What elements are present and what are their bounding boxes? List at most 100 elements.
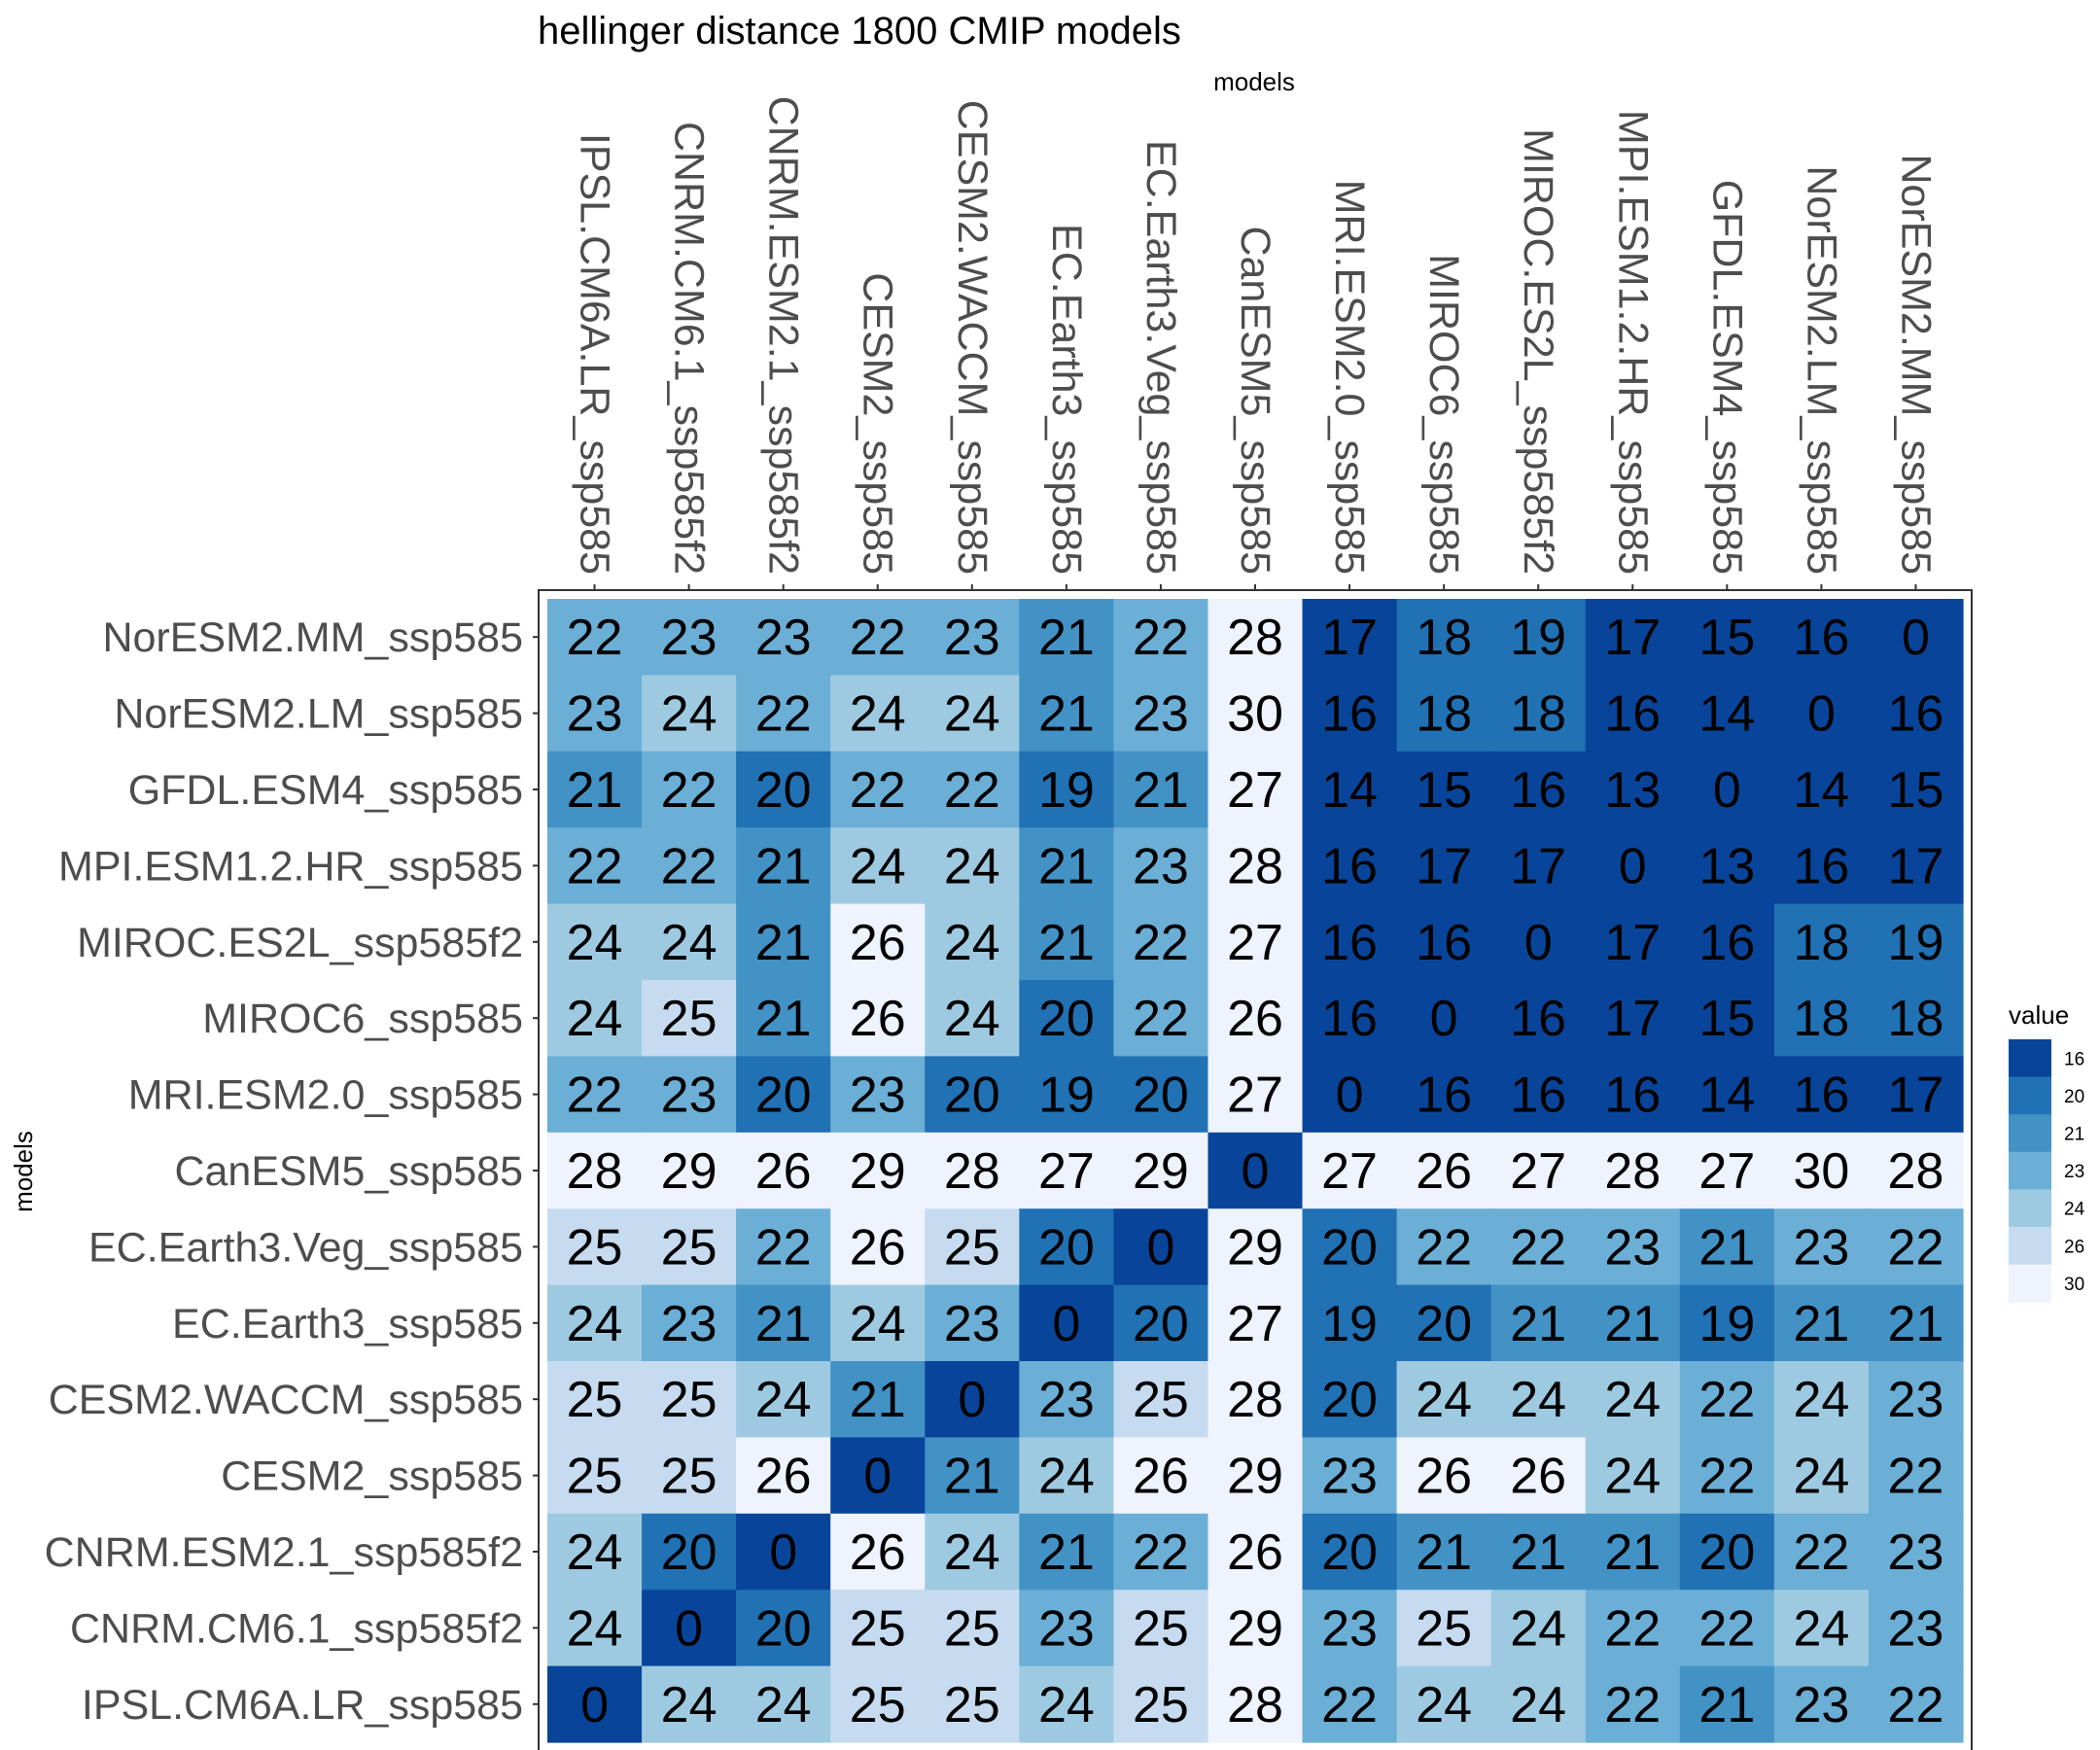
heatmap-cell-value: 24 [1038,1449,1095,1505]
chart-title: hellinger distance 1800 CMIP models [538,10,1181,52]
heatmap-cell [1019,751,1114,828]
heatmap-cell-value: 24 [1793,1372,1849,1428]
heatmap-cell [1208,1132,1304,1209]
heatmap-cell [642,1513,737,1591]
heatmap-cell-value: 23 [1321,1449,1378,1505]
heatmap-cell-value: 22 [1133,991,1189,1047]
heatmap-cell-value: 16 [1321,915,1378,971]
heatmap-cell [736,827,831,905]
heatmap-cell-value: 24 [661,915,718,971]
heatmap-cell [1585,675,1681,752]
heatmap-cell-value: 27 [1698,1143,1755,1200]
heatmap-cell [1868,751,1964,828]
color-legend: value 16 20 21 23 24 26 30 [2009,1000,2085,1303]
heatmap-cell-value: 24 [1510,1677,1566,1733]
heatmap-cell [1396,1208,1492,1286]
heatmap-cell-value: 21 [1698,1677,1755,1733]
heatmap-cell-value: 21 [1038,1524,1095,1581]
heatmap-cell-value: 26 [1510,1449,1566,1505]
y-tick-label: NorESM2.LM_ssp585 [114,691,523,738]
heatmap-cell-value: 16 [1793,838,1849,894]
heatmap-cell-value: 23 [661,610,718,666]
heatmap-cell [1868,675,1964,752]
heatmap-cell [547,980,643,1057]
heatmap-cell-value: 25 [661,1449,718,1505]
heatmap-cell [736,1132,831,1209]
heatmap-cell-value: 18 [1510,686,1566,743]
heatmap-cell-value: 21 [850,1372,906,1428]
heatmap-cell-value: 23 [1038,1372,1095,1428]
heatmap-cell-value: 13 [1604,762,1661,819]
heatmap-cell [736,1665,831,1743]
heatmap-cell [642,599,737,676]
heatmap-cell [1302,827,1398,905]
heatmap-cell [1773,1513,1870,1591]
y-tick-label: CNRM.ESM2.1_ssp585f2 [45,1529,523,1576]
heatmap-cell [1113,903,1209,981]
heatmap-cell [736,1208,831,1286]
heatmap-cell [1208,1437,1304,1515]
heatmap-cell [547,1590,643,1667]
heatmap-cell [1208,1284,1304,1362]
heatmap-cell [1679,1361,1775,1438]
heatmap-cell-value: 20 [1321,1524,1378,1581]
heatmap-cell [547,1513,643,1591]
heatmap-cell [1396,675,1492,752]
heatmap-cell [642,903,737,981]
heatmap-cell [642,751,737,828]
heatmap-cell [1679,827,1775,905]
heatmap-cell [1302,751,1398,828]
y-tick-label: GFDL.ESM4_ssp585 [128,767,523,814]
heatmap-cell [1585,827,1681,905]
heatmap-cell [925,1590,1020,1667]
heatmap-cell [1585,1361,1681,1438]
heatmap-cell [1679,1132,1775,1209]
x-tick-label: CNRM.ESM2.1_ssp585f2 [760,96,807,575]
heatmap-cell-value: 23 [755,610,812,666]
heatmap-cell [1302,903,1398,981]
heatmap-cell [1490,827,1587,905]
heatmap-cell [1773,599,1870,676]
heatmap-cell [830,1513,926,1591]
heatmap-cell-value: 18 [1888,991,1944,1047]
heatmap-cell-value: 24 [1510,1600,1566,1657]
heatmap-cell [642,1132,737,1209]
heatmap-cell [1679,675,1775,752]
heatmap-cell-value: 28 [944,1143,1000,1200]
heatmap-cell [1585,751,1681,828]
heatmap-cell-value: 22 [1133,1524,1189,1581]
heatmap-cell [925,1132,1020,1209]
heatmap-cell [925,1513,1020,1591]
heatmap-cell-value: 24 [661,1677,718,1733]
heatmap-cell-value: 29 [661,1143,718,1200]
x-tick-label: CESM2_ssp585 [855,272,901,575]
heatmap-cell-value: 23 [850,1068,906,1124]
heatmap-cell [1302,1284,1398,1362]
heatmap-cell [642,675,737,752]
legend-title: value [2009,1000,2069,1030]
heatmap-cell [1302,980,1398,1057]
x-tick-label: MPI.ESM1.2.HR_ssp585 [1609,110,1656,575]
heatmap-cell-value: 0 [1619,838,1647,894]
heatmap-cell [642,1361,737,1438]
heatmap-cell-value: 25 [850,1677,906,1733]
heatmap-cell [1208,1056,1304,1134]
y-tick-label: MPI.ESM1.2.HR_ssp585 [58,843,523,890]
x-tick-label: MIROC.ES2L_ssp585f2 [1515,128,1561,575]
x-tick-label: CanESM5_ssp585 [1232,226,1278,575]
heatmap-cell [1490,1590,1587,1667]
heatmap-cell-value: 23 [1888,1524,1944,1581]
x-tick-label: NorESM2.LM_ssp585 [1798,165,1844,575]
heatmap-cell-value: 0 [1146,1219,1174,1276]
heatmap-cell [1396,1665,1492,1743]
heatmap-cell-value: 22 [1698,1449,1755,1505]
heatmap-cell-value: 23 [1038,1600,1095,1657]
heatmap-cell [736,1056,831,1134]
heatmap-cell [1585,1590,1681,1667]
heatmap-cell [642,1056,737,1134]
heatmap-cell [1396,1132,1492,1209]
heatmap-cell [1208,1208,1304,1286]
legend-label: 26 [2064,1237,2084,1257]
heatmap-cell [1019,1208,1114,1286]
heatmap-cell [1868,1513,1964,1591]
